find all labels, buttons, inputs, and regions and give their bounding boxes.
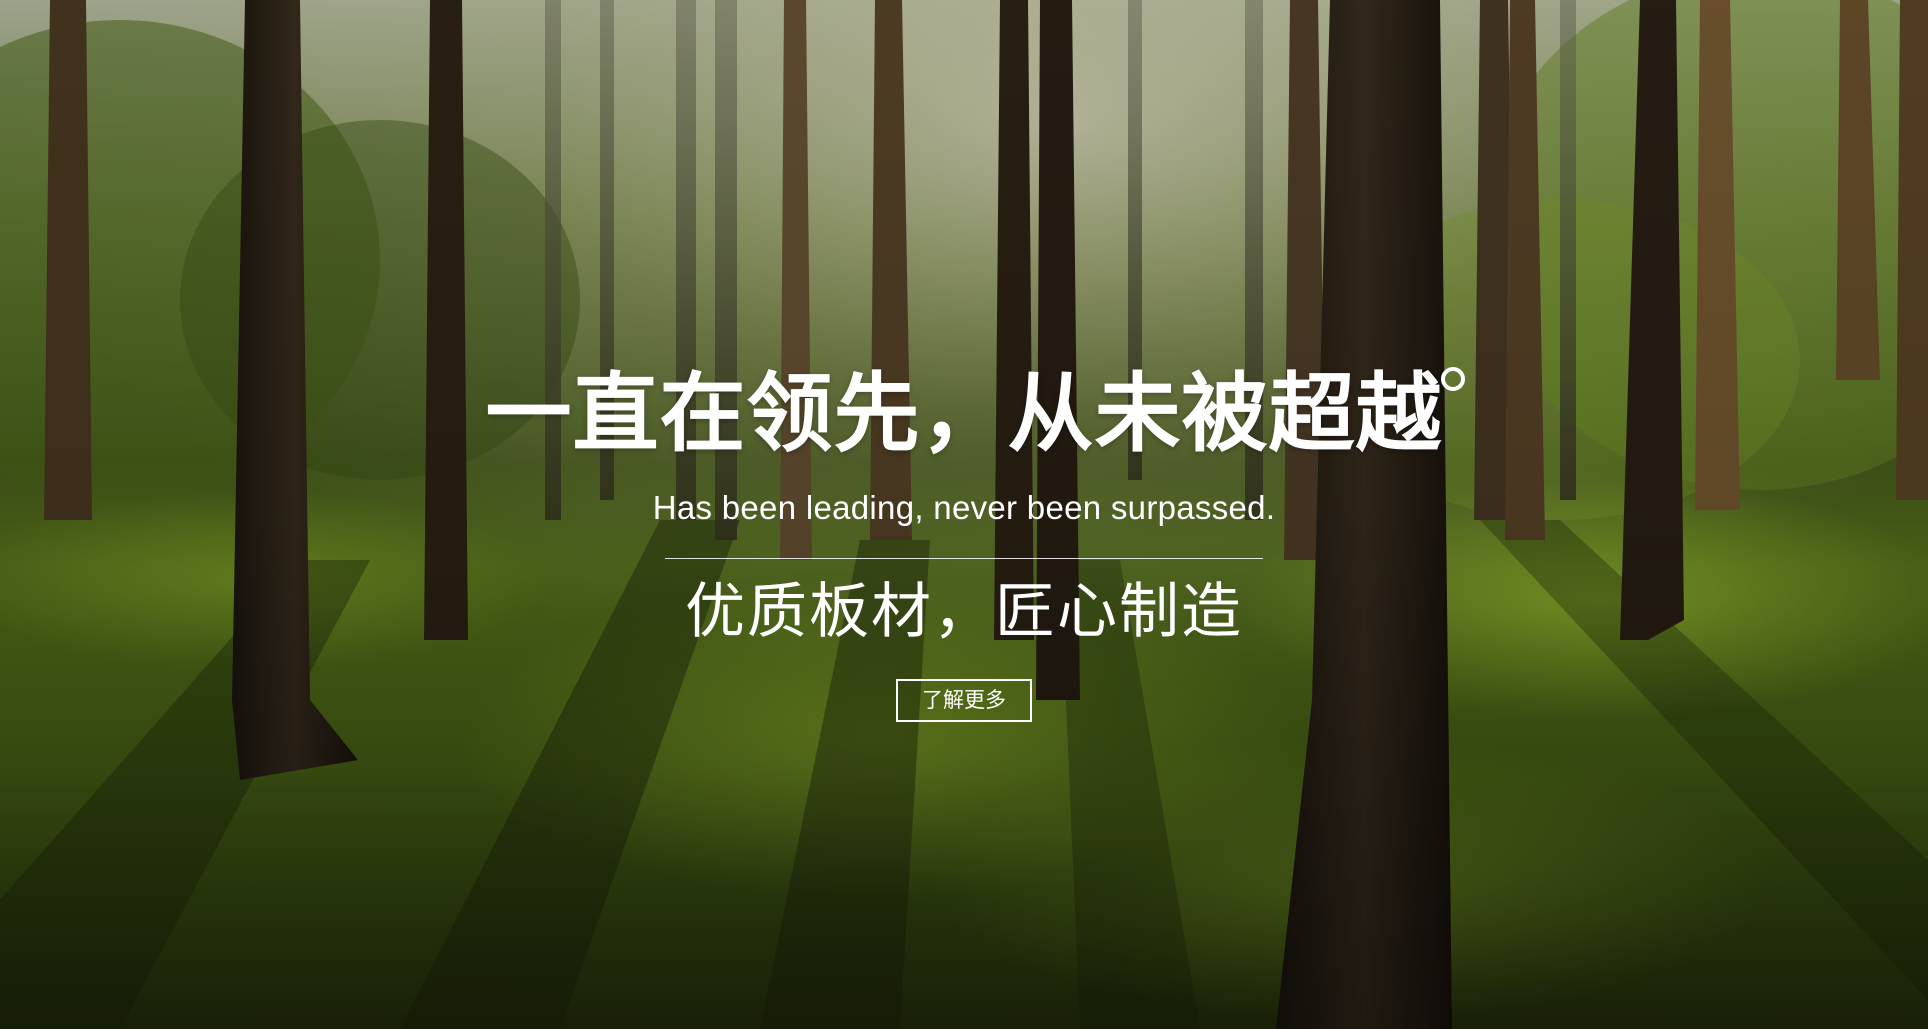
degree-ring-icon: [1441, 367, 1465, 391]
hero-divider: [665, 558, 1263, 559]
hero-title: 一直在领先，从未被超越: [485, 364, 1443, 464]
hero-tagline: 优质板材，匠心制造: [685, 577, 1243, 647]
hero-subtitle-english: Has been leading, never been surpassed.: [652, 489, 1276, 526]
learn-more-button[interactable]: 了解更多: [896, 679, 1032, 722]
